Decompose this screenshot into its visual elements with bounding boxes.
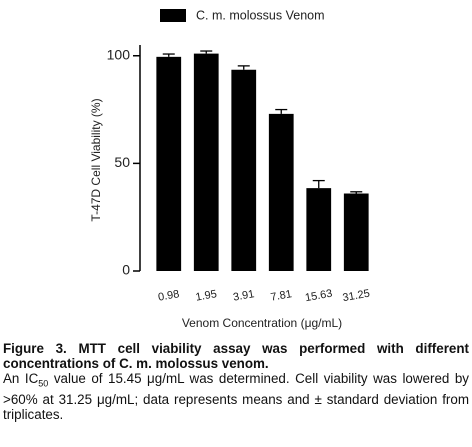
- bar: [268, 113, 294, 271]
- error-bar: [312, 179, 325, 189]
- caption: Figure 3. MTT cell viability assay was p…: [3, 341, 469, 422]
- bar: [306, 188, 332, 271]
- caption-body: An IC: [3, 371, 39, 386]
- legend-label: C. m. molossus Venom: [196, 8, 325, 22]
- error-bar: [200, 50, 213, 54]
- bar: [343, 193, 369, 271]
- x-tick-label: 3.91: [232, 288, 255, 304]
- x-tick-label: 31.25: [342, 288, 371, 305]
- caption-subscript: 50: [38, 378, 49, 389]
- x-tick-label: 1.95: [195, 288, 218, 304]
- chart: T-47D Cell Viability (%) Venom Concentra…: [89, 8, 371, 330]
- y-tick-label: 0: [122, 262, 130, 278]
- error-bar: [237, 65, 250, 70]
- x-tick-label: 0.98: [157, 288, 180, 304]
- y-tick-label: 50: [114, 154, 130, 170]
- error-bar: [162, 53, 175, 57]
- bar: [156, 56, 182, 271]
- x-tick-label: 7.81: [270, 288, 293, 304]
- error-bar: [275, 108, 288, 114]
- y-tick-label: 100: [107, 46, 131, 62]
- x-tick-label: 15.63: [304, 288, 333, 305]
- caption-body: value of 15.45 μg/mL was determined. Cel…: [3, 371, 469, 422]
- caption-title: Figure 3. MTT cell viability assay was p…: [3, 341, 469, 371]
- bar: [193, 53, 219, 271]
- bar: [231, 69, 257, 271]
- legend-swatch: [160, 9, 186, 22]
- y-axis-label: T-47D Cell Viability (%): [89, 98, 103, 221]
- x-axis-label: Venom Concentration (μg/mL): [182, 316, 342, 330]
- error-bar: [350, 191, 363, 194]
